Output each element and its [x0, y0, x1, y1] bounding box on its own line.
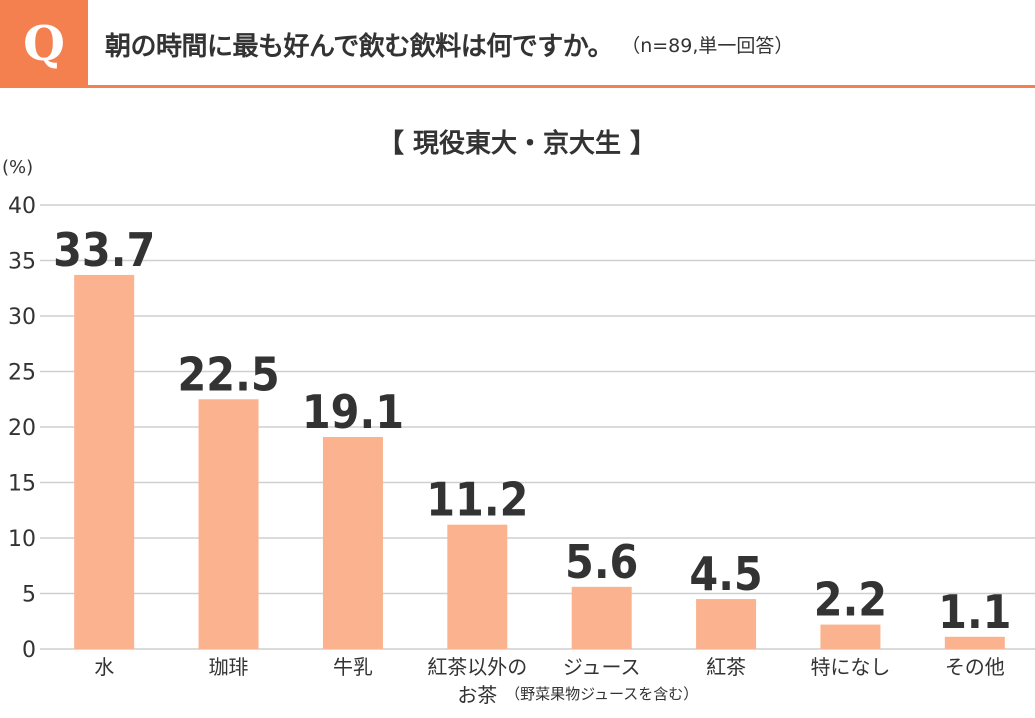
- y-tick-label: 0: [22, 638, 36, 663]
- question-text: 朝の時間に最も好んで飲む飲料は何ですか。: [105, 31, 614, 62]
- y-tick-label: 35: [8, 250, 36, 275]
- y-axis-ticks: 0 5 10 15 20 25 30 35 40: [8, 194, 36, 663]
- category-label: 紅茶以外の: [427, 655, 527, 679]
- bars: [74, 274, 1005, 649]
- y-tick-label: 20: [8, 416, 36, 441]
- y-tick-label: 5: [22, 583, 36, 608]
- bar: [322, 436, 383, 649]
- y-tick-label: 30: [8, 305, 36, 330]
- q-badge: Q: [0, 0, 88, 88]
- y-tick-label: 40: [8, 194, 36, 219]
- category-label: その他: [945, 655, 1005, 679]
- category-label: 特になし: [810, 655, 890, 679]
- value-label: 22.5: [178, 347, 280, 401]
- bar: [198, 399, 259, 649]
- category-label: 珈琲: [209, 655, 249, 679]
- category-label: 水: [94, 655, 114, 679]
- bar: [74, 274, 135, 649]
- question-text-row: 朝の時間に最も好んで飲む飲料は何ですか。 （n=89,単一回答）: [105, 22, 793, 66]
- y-tick-label: 10: [8, 527, 36, 552]
- bar: [820, 624, 881, 649]
- value-label: 2.2: [814, 573, 887, 627]
- category-label: 牛乳: [333, 655, 373, 679]
- bar: [944, 636, 1005, 649]
- value-labels: 33.7 22.5 19.1 11.2 5.6 4.5 2.2 1.1: [53, 223, 1011, 639]
- value-label: 33.7: [53, 223, 155, 277]
- header-underline: [88, 85, 1035, 88]
- value-label: 1.1: [938, 585, 1011, 639]
- value-label: 4.5: [689, 547, 762, 601]
- bar: [447, 524, 508, 649]
- y-axis-unit: (%): [2, 157, 33, 178]
- value-label: 19.1: [302, 385, 404, 439]
- sample-note: （n=89,単一回答）: [621, 34, 794, 57]
- question-header: Q 朝の時間に最も好んで飲む飲料は何ですか。 （n=89,単一回答）: [0, 0, 1035, 88]
- category-label: ジュース: [563, 655, 641, 679]
- category-label-line2: お茶: [457, 683, 497, 707]
- q-letter: Q: [23, 16, 65, 72]
- bar: [696, 599, 757, 649]
- value-label: 11.2: [426, 473, 528, 527]
- value-label: 5.6: [565, 535, 638, 589]
- category-label: 紅茶: [706, 655, 746, 679]
- bar: [571, 586, 632, 649]
- chart-title: 【 現役東大・京大生 】: [378, 128, 656, 159]
- y-tick-label: 25: [8, 361, 36, 386]
- category-sublabel: （野菜果物ジュースを含む）: [505, 685, 698, 703]
- y-tick-label: 15: [8, 472, 36, 497]
